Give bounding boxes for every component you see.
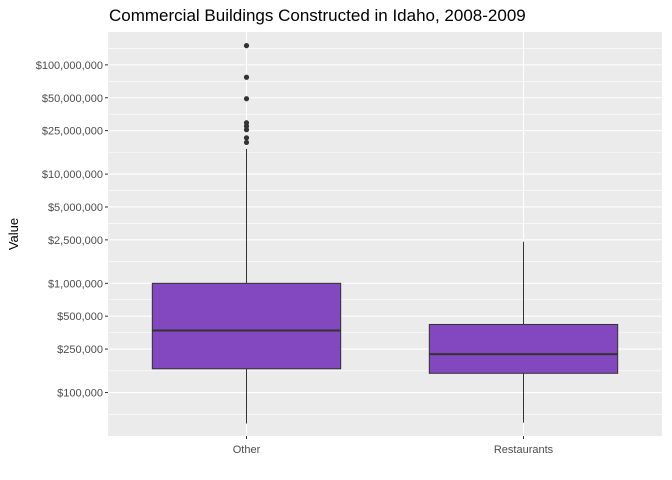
outlier-point bbox=[243, 120, 250, 126]
boxes bbox=[151, 43, 619, 424]
y-tick-label: $50,000,000 bbox=[42, 93, 103, 105]
chart-title: Commercial Buildings Constructed in Idah… bbox=[109, 6, 526, 25]
y-tick-label: $100,000 bbox=[57, 388, 103, 400]
box-iqr bbox=[151, 282, 342, 370]
box-restaurants bbox=[428, 241, 619, 423]
outlier-point bbox=[243, 139, 250, 146]
outlier-point bbox=[243, 135, 250, 141]
box-iqr bbox=[428, 323, 619, 374]
y-tick-label: $10,000,000 bbox=[42, 169, 103, 181]
y-tick-label: $250,000 bbox=[57, 344, 103, 356]
y-tick-label: $25,000,000 bbox=[42, 126, 103, 138]
outlier-point bbox=[243, 43, 250, 49]
box-other bbox=[151, 43, 342, 424]
plot-panel bbox=[108, 32, 662, 436]
axes: $100,000 $250,000 $500,000 $1,000,000 $2,500… bbox=[36, 60, 554, 456]
outlier-point bbox=[243, 74, 250, 80]
y-tick-label: $500,000 bbox=[57, 311, 103, 323]
outlier-point bbox=[243, 96, 250, 102]
y-tick-label: $1,000,000 bbox=[48, 278, 103, 290]
y-tick-label: $2,500,000 bbox=[48, 235, 103, 247]
y-axis-title: Value bbox=[6, 218, 21, 250]
x-tick-label: Restaurants bbox=[494, 444, 554, 456]
x-tick-label: Other bbox=[233, 444, 261, 456]
y-tick-label: $100,000,000 bbox=[36, 60, 103, 72]
y-tick-label: $5,000,000 bbox=[48, 202, 103, 214]
outlier-point bbox=[243, 127, 250, 133]
